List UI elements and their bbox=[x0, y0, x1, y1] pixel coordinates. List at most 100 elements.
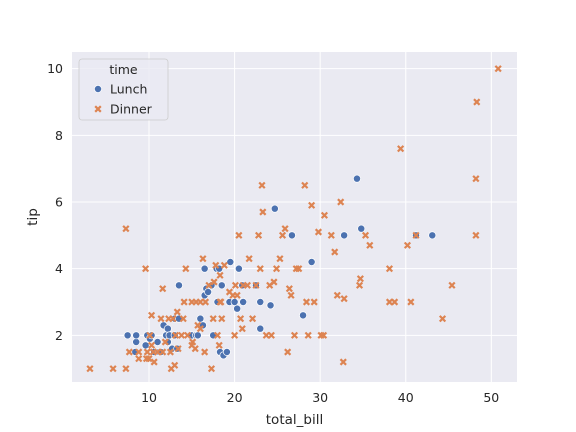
lunch-point bbox=[233, 304, 242, 313]
dinner-point bbox=[337, 198, 345, 206]
lunch-point bbox=[175, 281, 183, 290]
lunch-point bbox=[132, 331, 141, 340]
dinner-point bbox=[109, 365, 117, 373]
dinner-point bbox=[201, 348, 209, 356]
dinner-point bbox=[361, 231, 370, 239]
dinner-point bbox=[220, 261, 228, 269]
dinner-point bbox=[174, 345, 182, 353]
dinner-point bbox=[339, 358, 347, 366]
dinner-point bbox=[276, 255, 284, 263]
lunch-point bbox=[353, 174, 361, 183]
lunch-point bbox=[287, 231, 296, 240]
lunch-point bbox=[230, 298, 239, 306]
dinner-point bbox=[135, 355, 143, 363]
lunch-point bbox=[239, 298, 248, 306]
lunch-point bbox=[357, 224, 366, 233]
y-tick-label: 4 bbox=[55, 261, 63, 276]
x-tick-label: 10 bbox=[141, 390, 157, 405]
dinner-point bbox=[272, 265, 281, 273]
lunch-point bbox=[256, 324, 265, 333]
dinner-point bbox=[207, 365, 216, 373]
lunch-point bbox=[200, 264, 209, 273]
dinner-point bbox=[171, 361, 179, 369]
dinner-point bbox=[245, 255, 253, 263]
dinner-point bbox=[216, 271, 224, 279]
dinner-point bbox=[177, 331, 186, 339]
lunch-point bbox=[340, 231, 349, 240]
lunch-point bbox=[266, 301, 275, 310]
dinner-point bbox=[122, 365, 130, 373]
dinner-point bbox=[285, 285, 293, 293]
dinner-point bbox=[281, 225, 289, 233]
dinner-point bbox=[196, 325, 204, 333]
dinner-point bbox=[148, 341, 156, 349]
dinner-point bbox=[159, 285, 167, 293]
dinner-point bbox=[125, 348, 133, 356]
dinner-point bbox=[284, 348, 292, 356]
x-tick-label: 20 bbox=[227, 390, 243, 405]
series-dinner bbox=[86, 65, 502, 373]
dinner-point bbox=[355, 281, 364, 289]
legend-title: time bbox=[109, 62, 138, 77]
dinner-point bbox=[189, 338, 197, 346]
dinner-point bbox=[320, 211, 329, 219]
x-tick-label: 50 bbox=[483, 390, 499, 405]
dinner-point bbox=[205, 281, 213, 289]
lunch-point bbox=[147, 331, 156, 340]
lunch-point bbox=[428, 231, 437, 240]
dinner-point bbox=[259, 208, 267, 216]
lunch-point bbox=[222, 348, 231, 356]
dinner-point bbox=[182, 265, 190, 273]
dinner-point bbox=[356, 275, 364, 283]
dinner-point bbox=[278, 231, 287, 239]
dinner-point bbox=[237, 315, 245, 323]
dinner-point bbox=[233, 291, 241, 299]
lunch-point bbox=[196, 314, 205, 323]
lunch-point bbox=[307, 258, 316, 266]
y-tick-label: 10 bbox=[47, 61, 63, 76]
dinner-point bbox=[270, 278, 278, 286]
dinner-point bbox=[472, 231, 480, 239]
dinner-point bbox=[327, 231, 335, 239]
dinner-point bbox=[438, 315, 447, 323]
dinner-point bbox=[448, 281, 456, 289]
dinner-point bbox=[310, 298, 318, 306]
dinner-point bbox=[148, 311, 156, 319]
dinner-point bbox=[301, 181, 309, 189]
dinner-point bbox=[304, 331, 312, 339]
lunch-point bbox=[132, 338, 141, 346]
dinner-point bbox=[391, 298, 399, 306]
legend-marker-lunch bbox=[94, 85, 102, 93]
y-axis-label: tip bbox=[25, 208, 41, 226]
dinner-point bbox=[213, 331, 222, 339]
dinner-point bbox=[191, 345, 199, 353]
dinner-point bbox=[150, 358, 158, 366]
y-tick-label: 2 bbox=[55, 328, 63, 343]
dinner-point bbox=[142, 265, 150, 273]
dinner-point bbox=[145, 355, 153, 363]
dinner-point bbox=[231, 281, 240, 289]
dinner-point bbox=[333, 291, 341, 299]
dinner-point bbox=[407, 298, 415, 306]
dinner-point bbox=[308, 201, 316, 209]
dinner-point bbox=[287, 291, 295, 299]
legend-entry-lunch: Lunch bbox=[94, 82, 147, 97]
legend-label: Dinner bbox=[110, 102, 153, 117]
dinner-point bbox=[143, 348, 151, 356]
lunch-point bbox=[256, 298, 265, 306]
y-tick-label: 6 bbox=[55, 195, 63, 210]
x-tick-label: 30 bbox=[312, 390, 328, 405]
dinner-point bbox=[243, 281, 252, 289]
dinner-point bbox=[385, 265, 394, 273]
dinner-point bbox=[314, 228, 323, 236]
tick-labels: 10 20 30 40 50 2 4 6 8 10 bbox=[47, 61, 499, 405]
dinner-point bbox=[159, 348, 167, 356]
dinner-point bbox=[412, 231, 420, 239]
dinner-point bbox=[122, 225, 130, 233]
x-axis-label: total_bill bbox=[266, 412, 323, 428]
lunch-point bbox=[270, 204, 279, 213]
dinner-point bbox=[494, 65, 502, 73]
dinner-point bbox=[472, 175, 480, 183]
lunch-point bbox=[217, 281, 226, 290]
